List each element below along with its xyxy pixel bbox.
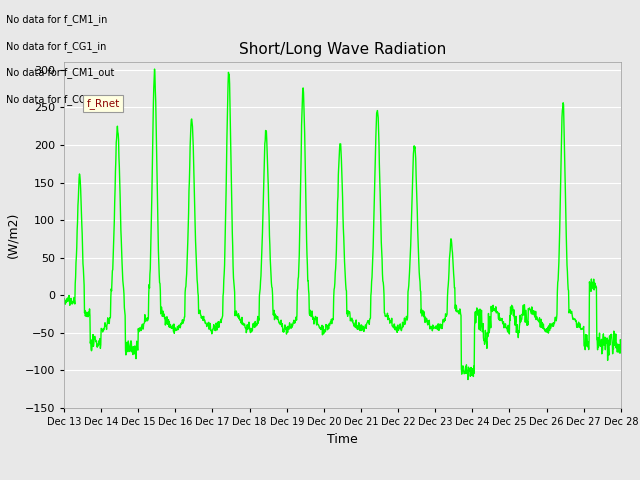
Text: No data for f_CG1_out: No data for f_CG1_out bbox=[6, 94, 114, 105]
Title: Short/Long Wave Radiation: Short/Long Wave Radiation bbox=[239, 42, 446, 57]
Text: f_Rnet: f_Rnet bbox=[86, 98, 120, 109]
Legend: Rnet: Rnet bbox=[302, 476, 383, 480]
Y-axis label: (W/m2): (W/m2) bbox=[6, 212, 19, 258]
Text: No data for f_CG1_in: No data for f_CG1_in bbox=[6, 41, 107, 52]
X-axis label: Time: Time bbox=[327, 432, 358, 445]
Text: No data for f_CM1_out: No data for f_CM1_out bbox=[6, 67, 115, 78]
Text: No data for f_CM1_in: No data for f_CM1_in bbox=[6, 14, 108, 25]
